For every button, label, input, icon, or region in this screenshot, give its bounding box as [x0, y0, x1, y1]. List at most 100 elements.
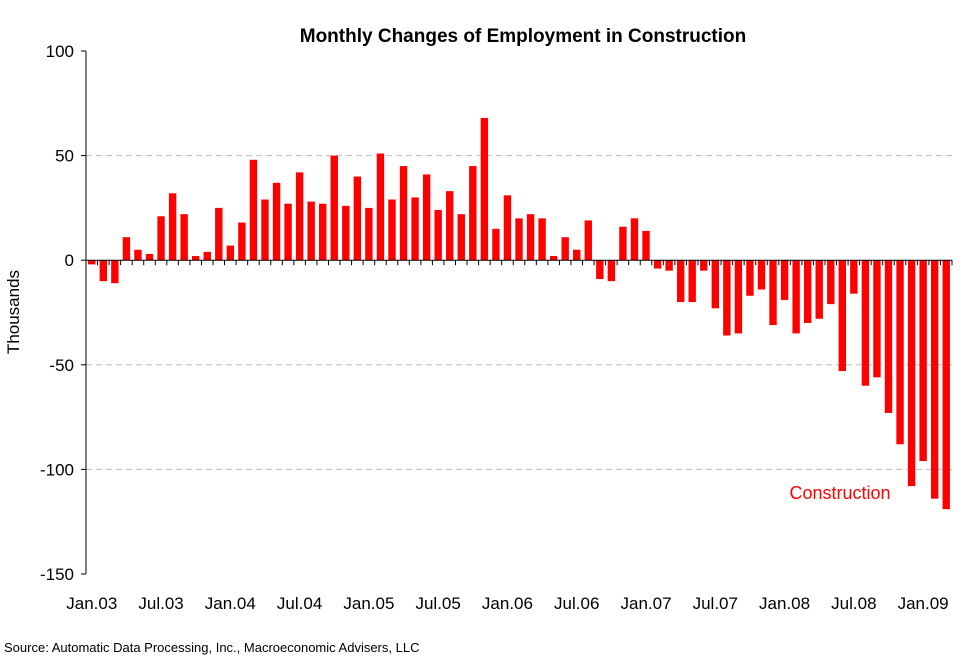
- bar: [492, 228, 500, 261]
- y-tick-label: 0: [65, 251, 74, 270]
- bar: [399, 166, 408, 261]
- bar: [99, 260, 108, 282]
- bar: [376, 153, 385, 261]
- y-tick-label: 50: [55, 147, 74, 166]
- bar: [884, 260, 893, 413]
- chart-title: Monthly Changes of Employment in Constru…: [300, 26, 747, 47]
- bar: [573, 249, 581, 261]
- bar: [446, 191, 454, 261]
- bar: [827, 260, 835, 305]
- bar: [930, 260, 939, 499]
- bar: [630, 218, 639, 261]
- bar: [238, 222, 246, 261]
- bar: [907, 260, 916, 487]
- bar: [676, 260, 685, 303]
- bar: [134, 249, 142, 261]
- bar: [168, 193, 177, 261]
- x-tick-label: Jul.03: [138, 594, 183, 613]
- bar: [607, 260, 616, 282]
- bar: [157, 216, 165, 261]
- bar: [873, 260, 881, 378]
- bar: [434, 209, 442, 261]
- bar: [353, 176, 362, 261]
- bar: [850, 260, 858, 294]
- bar: [549, 256, 558, 261]
- y-tick-label: -100: [40, 460, 74, 479]
- y-tick-labels: 100 50 0 -50 -100 -150: [40, 42, 74, 584]
- y-tick-label: -150: [40, 565, 74, 584]
- bar: [226, 245, 235, 261]
- x-tick-label: Jan.04: [205, 594, 256, 613]
- bar: [365, 207, 373, 261]
- gridlines: [86, 155, 952, 470]
- bar: [388, 199, 396, 261]
- x-tick-label: Jan.07: [620, 594, 671, 613]
- bar: [653, 260, 662, 269]
- bar: [480, 117, 489, 261]
- bar: [942, 260, 950, 510]
- source-note: Source: Automatic Data Processing, Inc.,…: [4, 640, 419, 655]
- bar: [619, 226, 627, 261]
- x-tick-label: Jan.06: [482, 594, 533, 613]
- bar: [757, 260, 766, 290]
- bar: [769, 260, 777, 326]
- bar: [688, 260, 696, 303]
- bar: [665, 260, 673, 271]
- bar: [792, 260, 800, 334]
- bar: [457, 214, 465, 261]
- bar: [411, 197, 419, 261]
- x-tick-label: Jan.09: [898, 594, 949, 613]
- bar: [295, 172, 304, 261]
- bar: [711, 260, 719, 309]
- y-axis-label: Thousands: [4, 270, 23, 354]
- y-tick-label: -50: [49, 356, 74, 375]
- bar: [838, 260, 846, 372]
- bar: [861, 260, 870, 386]
- bar: [330, 155, 338, 261]
- bar: [746, 260, 754, 296]
- bar: [111, 260, 119, 284]
- bar: [503, 195, 512, 261]
- x-tick-label: Jan.05: [343, 594, 394, 613]
- bar: [180, 214, 188, 261]
- bar: [538, 218, 546, 261]
- bar: [815, 260, 823, 319]
- bar: [319, 203, 327, 261]
- x-tick-label: Jul.05: [415, 594, 460, 613]
- bar: [734, 260, 743, 334]
- y-tick-label: 100: [46, 42, 74, 61]
- bar: [307, 201, 315, 261]
- bar: [700, 260, 708, 271]
- axes: [81, 50, 953, 575]
- bar: [515, 218, 523, 261]
- bar: [342, 205, 350, 261]
- bar: [780, 260, 789, 300]
- series-label-construction: Construction: [789, 483, 890, 503]
- bar: [469, 166, 477, 261]
- bars: [88, 117, 950, 510]
- bar: [261, 199, 269, 261]
- bar: [642, 230, 650, 261]
- bar: [803, 260, 812, 323]
- bar: [249, 159, 258, 261]
- bar: [422, 174, 431, 261]
- bar: [584, 220, 592, 261]
- bar: [122, 237, 131, 261]
- bar: [561, 237, 569, 261]
- x-tick-labels: Jan.03 Jul.03 Jan.04 Jul.04 Jan.05 Jul.05 Jan.…: [66, 594, 948, 613]
- bar: [526, 214, 535, 261]
- x-tick-label: Jul.07: [693, 594, 738, 613]
- bar: [203, 251, 211, 261]
- bar: [88, 260, 96, 265]
- x-tick-label: Jul.08: [831, 594, 876, 613]
- bar: [919, 260, 927, 462]
- x-tick-label: Jan.03: [66, 594, 117, 613]
- bar: [192, 256, 200, 261]
- bar: [284, 203, 292, 261]
- bar: [272, 182, 281, 261]
- bar: [723, 260, 731, 336]
- x-tick-label: Jul.06: [554, 594, 599, 613]
- bar: [215, 207, 223, 261]
- x-tick-label: Jan.08: [759, 594, 810, 613]
